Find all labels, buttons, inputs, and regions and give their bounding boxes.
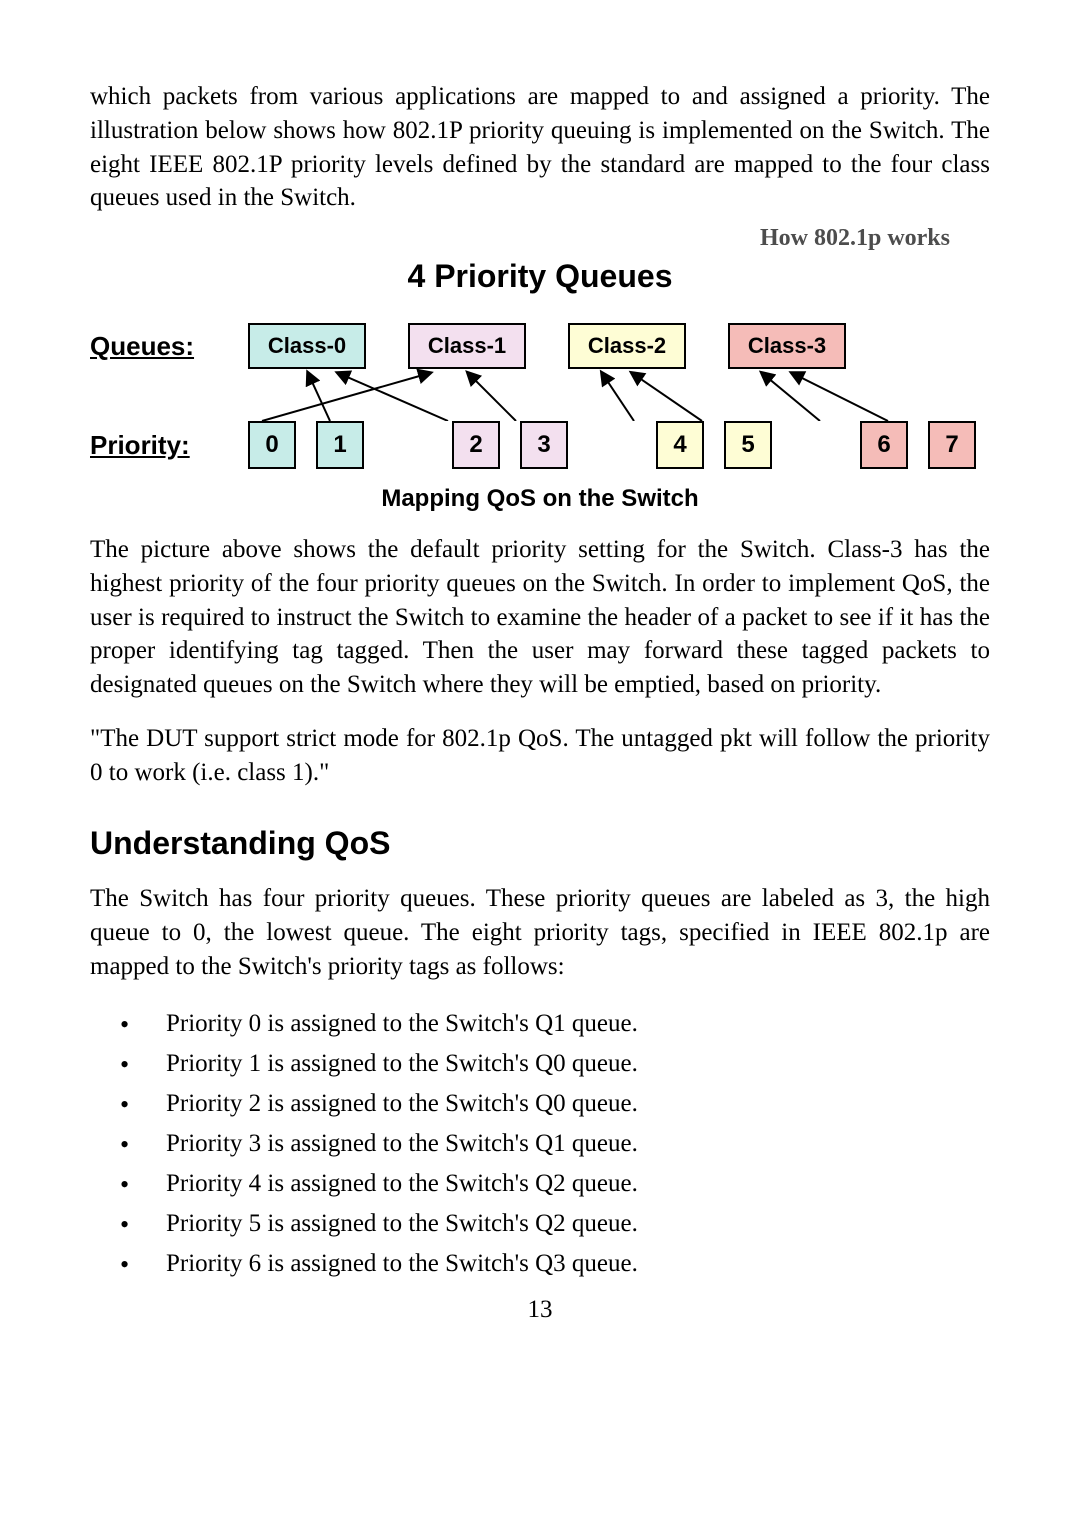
queue-class-2: Class-2 xyxy=(568,323,686,369)
list-item: Priority 4 is assigned to the Switch's Q… xyxy=(120,1164,990,1204)
list-item: Priority 6 is assigned to the Switch's Q… xyxy=(120,1244,990,1284)
priority-row: Priority: 0 1 2 3 4 5 6 7 xyxy=(90,421,990,469)
arrows-svg xyxy=(230,369,990,421)
priority-4: 4 xyxy=(656,421,704,469)
paragraph-2: The picture above shows the default prio… xyxy=(90,533,990,702)
queue-class-1: Class-1 xyxy=(408,323,526,369)
priority-6: 6 xyxy=(860,421,908,469)
section-heading-understanding-qos: Understanding QoS xyxy=(90,825,990,862)
priority-5: 5 xyxy=(724,421,772,469)
paragraph-3: "The DUT support strict mode for 802.1p … xyxy=(90,722,990,790)
list-item: Priority 1 is assigned to the Switch's Q… xyxy=(120,1044,990,1084)
paragraph-4: The Switch has four priority queues. The… xyxy=(90,882,990,983)
intro-paragraph: which packets from various applications … xyxy=(90,80,990,215)
priority-1: 1 xyxy=(316,421,364,469)
page-number: 13 xyxy=(90,1296,990,1324)
priority-7: 7 xyxy=(928,421,976,469)
list-item: Priority 3 is assigned to the Switch's Q… xyxy=(120,1124,990,1164)
diagram-top-label: How 802.1p works xyxy=(90,225,990,252)
queues-row: Queues: Class-0 Class-1 Class-2 Class-3 xyxy=(90,323,990,369)
priority-label: Priority: xyxy=(90,430,230,461)
queue-class-3: Class-3 xyxy=(728,323,846,369)
priority-0: 0 xyxy=(248,421,296,469)
queue-class-0: Class-0 xyxy=(248,323,366,369)
priority-3: 3 xyxy=(520,421,568,469)
priority-2: 2 xyxy=(452,421,500,469)
qos-diagram: How 802.1p works 4 Priority Queues Queue… xyxy=(90,225,990,469)
mapping-arrows xyxy=(230,369,990,421)
list-item: Priority 5 is assigned to the Switch's Q… xyxy=(120,1204,990,1244)
diagram-caption: Mapping QoS on the Switch xyxy=(90,485,990,513)
queues-label: Queues: xyxy=(90,331,230,362)
diagram-main-title: 4 Priority Queues xyxy=(90,258,990,295)
list-item: Priority 0 is assigned to the Switch's Q… xyxy=(120,1004,990,1044)
priority-assignment-list: Priority 0 is assigned to the Switch's Q… xyxy=(90,1004,990,1284)
list-item: Priority 2 is assigned to the Switch's Q… xyxy=(120,1084,990,1124)
